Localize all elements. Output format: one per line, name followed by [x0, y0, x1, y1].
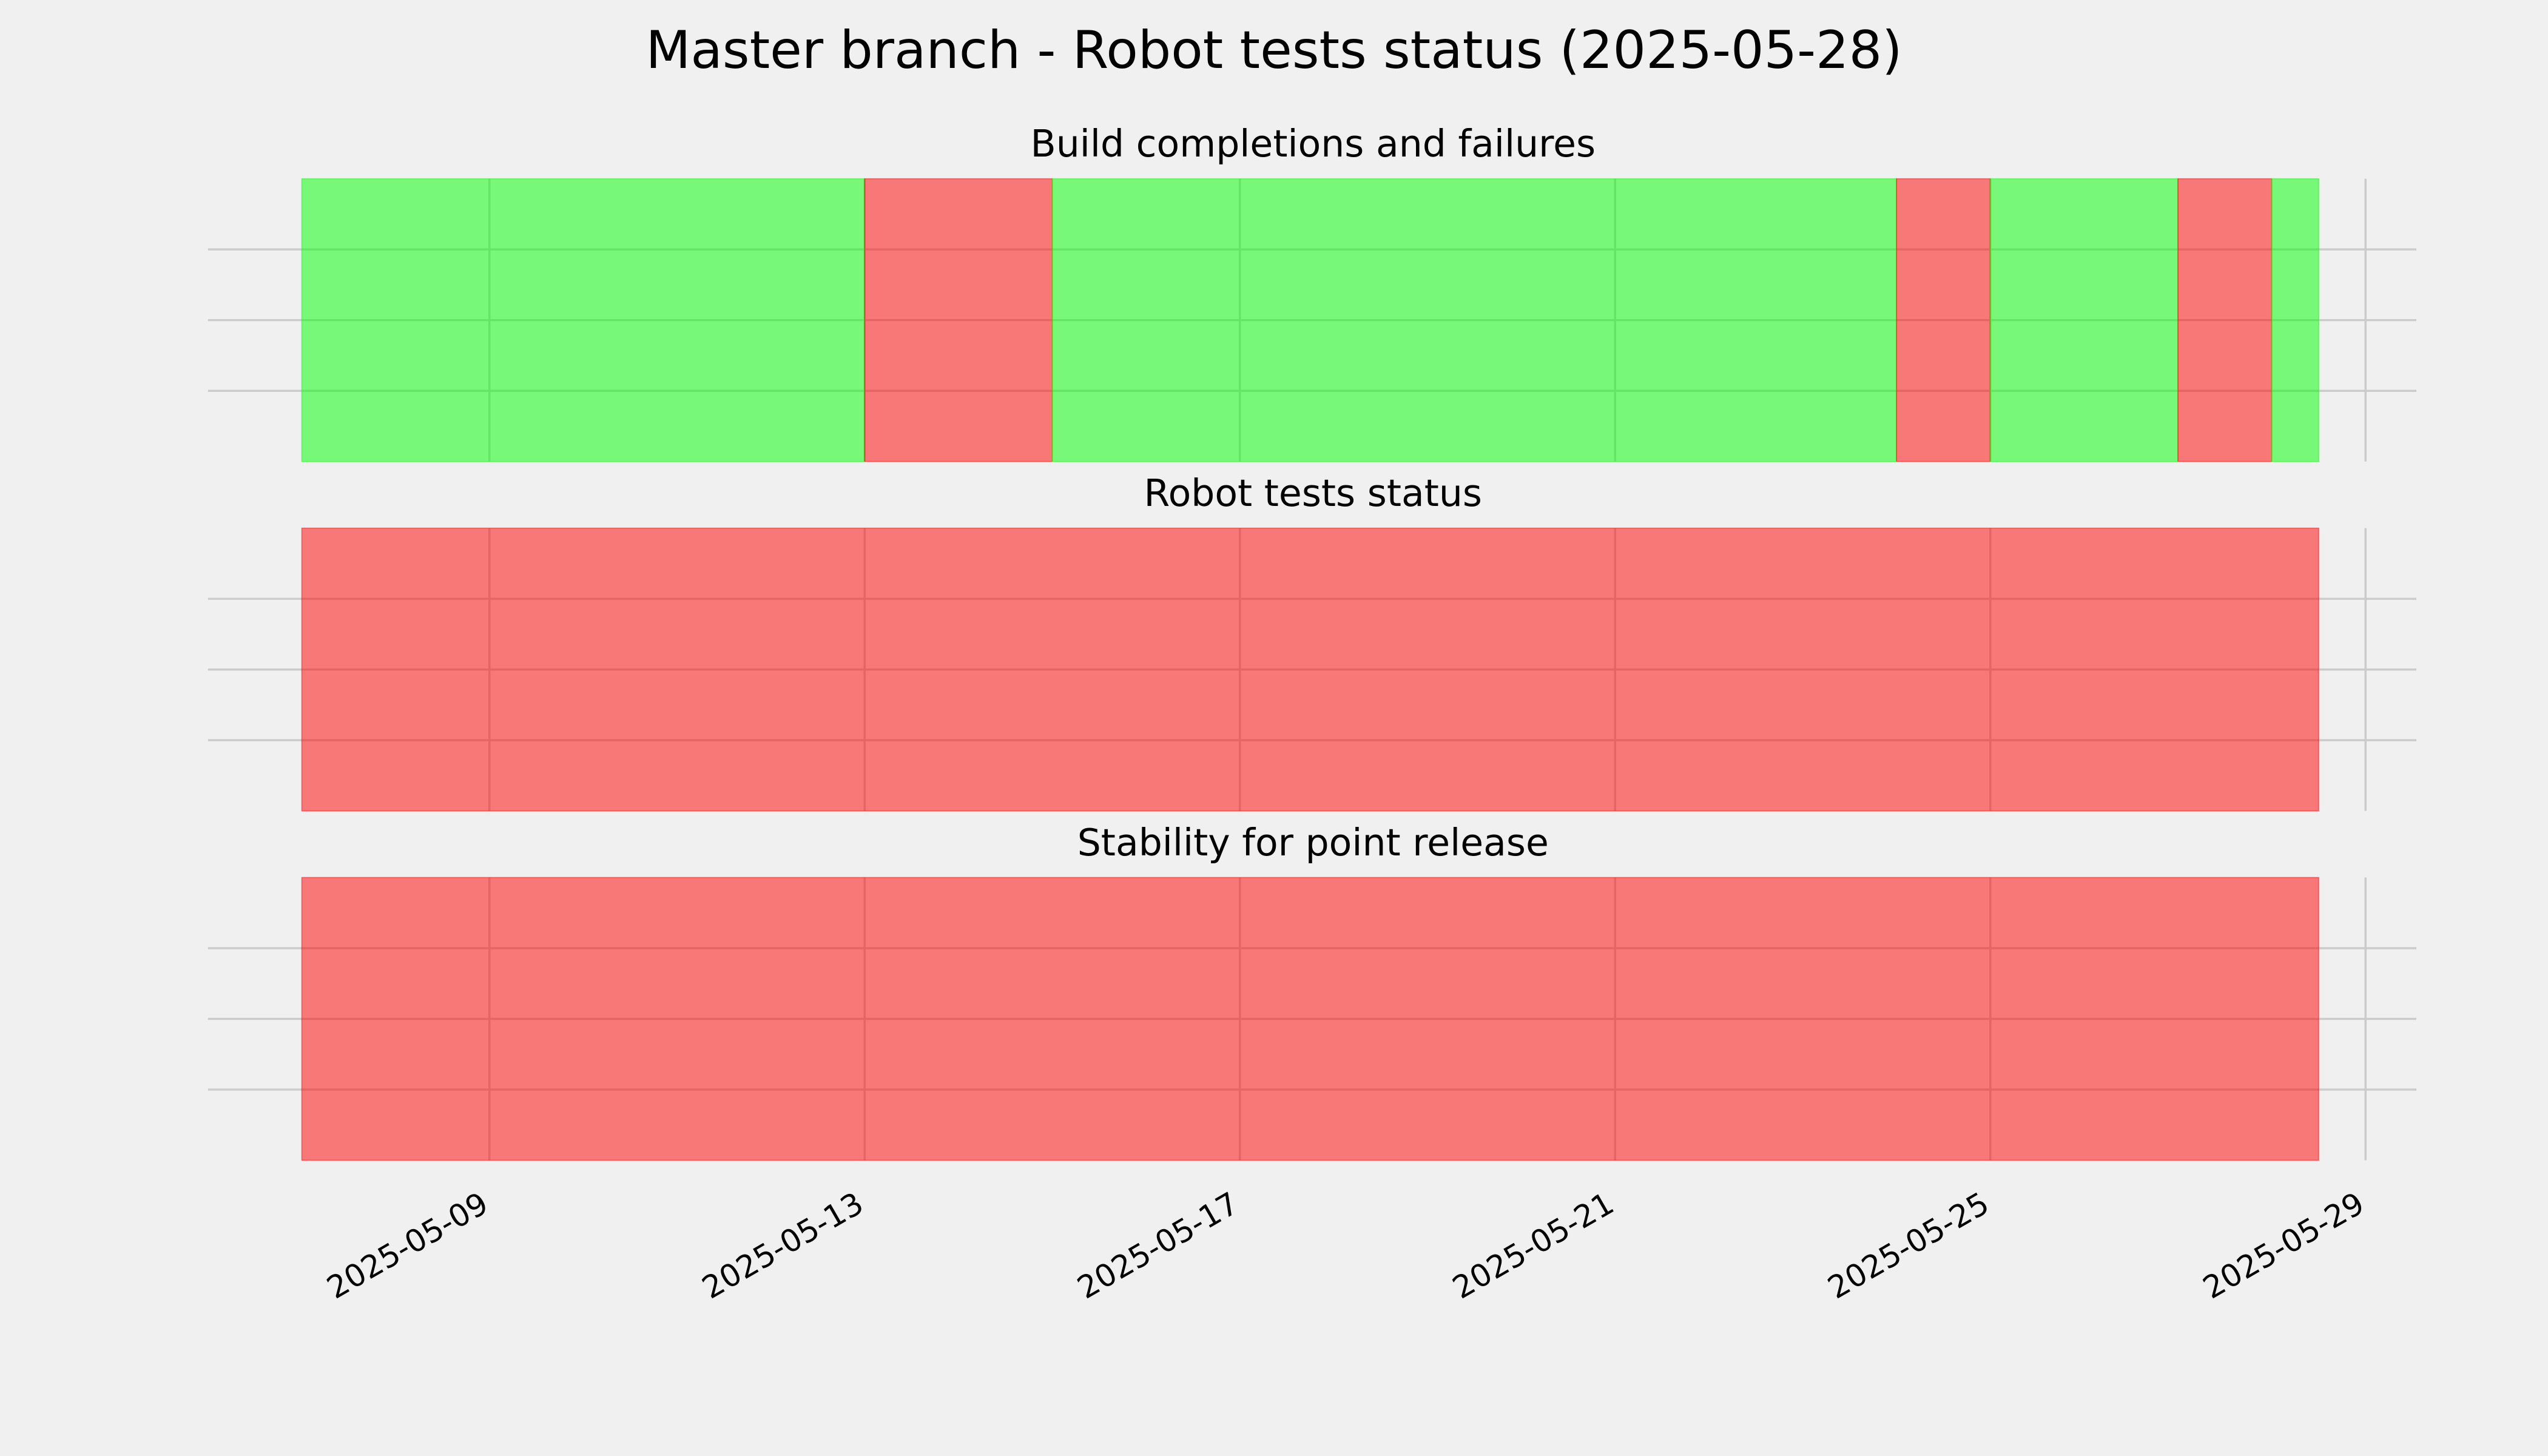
status-span — [301, 877, 2319, 1161]
status-span — [864, 178, 1053, 462]
x-tick-label: 2025-05-09 — [321, 1185, 494, 1306]
status-span — [301, 178, 866, 462]
x-tick-label: 2025-05-29 — [2197, 1185, 2371, 1306]
x-tick-label: 2025-05-17 — [1071, 1185, 1245, 1306]
x-tick-label: 2025-05-13 — [696, 1185, 870, 1306]
panel-title: Stability for point release — [1077, 821, 1549, 864]
panel-title: Build completions and failures — [1030, 122, 1596, 166]
x-tick-label: 2025-05-25 — [1822, 1185, 1995, 1306]
status-span — [1989, 178, 2179, 462]
status-span — [2271, 178, 2319, 462]
x-tick-label: 2025-05-21 — [1447, 1185, 1620, 1306]
status-span — [1051, 178, 1897, 462]
status-span — [2177, 178, 2273, 462]
chart-title: Master branch - Robot tests status (2025… — [645, 20, 1902, 81]
status-span — [301, 527, 2319, 812]
status-span — [1896, 178, 1991, 462]
panel-title: Robot tests status — [1144, 471, 1482, 515]
